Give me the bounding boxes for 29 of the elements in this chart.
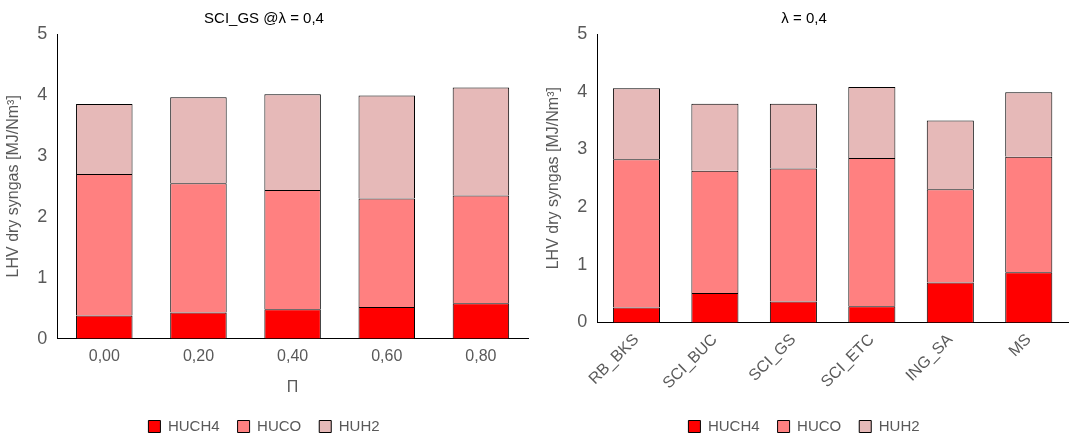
- chart-title: SCI_GS @λ = 0,4: [204, 9, 324, 27]
- y-tick-label: 3: [37, 144, 48, 165]
- y-tick-label: 2: [37, 205, 48, 226]
- x-tick-label: 0,20: [182, 346, 215, 364]
- x-tick-label: MS: [1005, 330, 1034, 360]
- y-axis-title: LHV dry syngas [MJ/Nm³]: [544, 87, 562, 270]
- y-tick-label: 4: [577, 80, 588, 101]
- y-tick-label: 1: [37, 266, 48, 287]
- x-axis-title: Π: [286, 377, 299, 395]
- y-tick-label: 2: [577, 196, 588, 216]
- y-tick-label: 5: [37, 22, 48, 43]
- x-tick-label: 0,60: [371, 346, 403, 364]
- legend-label: HUH2: [338, 416, 380, 434]
- legend-label: HUCH4: [707, 416, 760, 434]
- legend-label: HUCO: [257, 416, 302, 434]
- x-tick-label: 0,00: [88, 346, 120, 364]
- x-tick-label: 0,40: [277, 346, 309, 364]
- legend-label: HUCH4: [167, 416, 220, 434]
- chart-title: λ = 0,4: [781, 9, 827, 27]
- y-tick-label: 0: [577, 311, 588, 332]
- y-tick-label: 4: [37, 83, 48, 104]
- y-tick-label: 0: [37, 327, 48, 348]
- legend-label: HUH2: [878, 416, 920, 434]
- x-tick-label: 0,80: [465, 346, 497, 364]
- y-axis-title: LHV dry syngas [MJ/Nm³]: [4, 95, 22, 278]
- y-tick-label: 3: [577, 138, 588, 159]
- legend-label: HUCO: [797, 416, 842, 434]
- y-tick-label: 1: [577, 253, 588, 274]
- y-tick-label: 5: [577, 22, 588, 43]
